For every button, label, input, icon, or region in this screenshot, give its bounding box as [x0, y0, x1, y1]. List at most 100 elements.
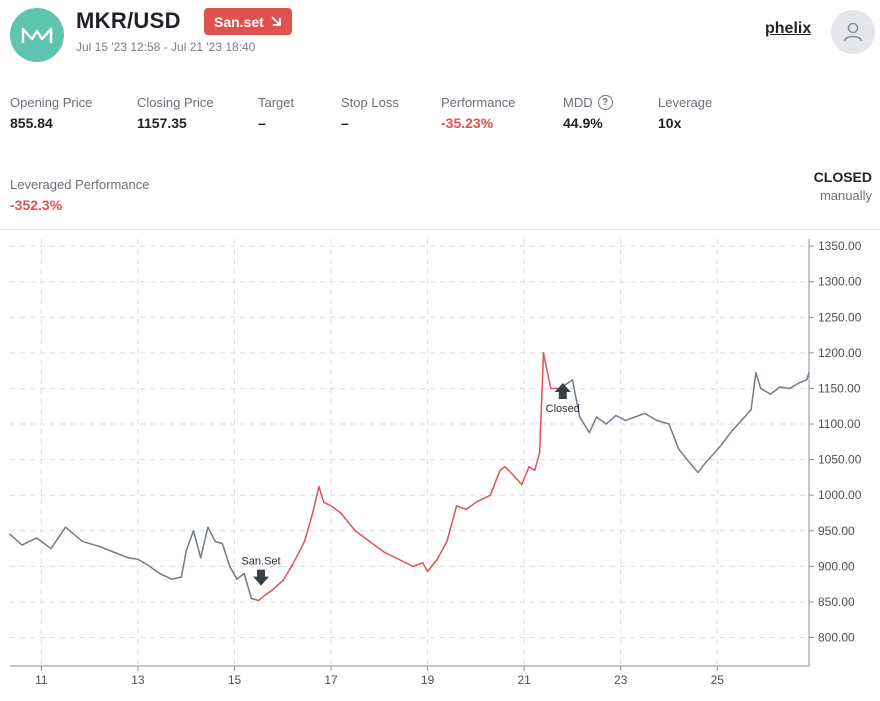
- price-segment: [98, 545, 115, 553]
- y-tick-label: 1250.00: [818, 310, 862, 324]
- price-segment: [685, 457, 694, 468]
- price-segment: [64, 526, 84, 543]
- stat-stop-loss: Stop Loss –: [341, 95, 399, 131]
- signal-badge[interactable]: San.set: [204, 8, 292, 35]
- price-segment: [692, 465, 699, 474]
- leveraged-performance: Leveraged Performance -352.3%: [10, 177, 149, 213]
- price-segment: [127, 557, 139, 560]
- x-tick-label: 25: [711, 673, 725, 687]
- user-icon[interactable]: [831, 10, 875, 54]
- maker-logo-icon: [10, 8, 64, 62]
- stat-label-row: MDD ?: [563, 95, 613, 110]
- stat-label: Performance: [441, 95, 516, 110]
- price-segment-signal: [504, 465, 513, 475]
- x-tick-label: 17: [324, 673, 338, 687]
- price-segment: [704, 451, 716, 464]
- price-segment: [236, 572, 245, 580]
- price-segment-signal: [465, 501, 477, 511]
- arrow-down-right-icon: [270, 14, 282, 30]
- stat-label: Stop Loss: [341, 95, 399, 110]
- price-chart[interactable]: 1350.00 1300.00 1250.00 1200.00 1150.00 1100.…: [0, 231, 880, 701]
- price-segment-signal: [520, 465, 530, 486]
- price-segment: [146, 564, 161, 575]
- signal-badge-label: San.set: [214, 13, 264, 30]
- price-segment-signal: [311, 485, 320, 514]
- price-segment-signal: [426, 558, 439, 573]
- price-segment: [578, 416, 591, 434]
- price-segment-signal: [269, 579, 284, 593]
- x-tick-label: 23: [614, 673, 628, 687]
- x-tick-label: 21: [517, 673, 531, 687]
- date-range: Jul 15 '23 12:58 - Jul 21 '23 18:40: [76, 40, 256, 54]
- price-segment: [207, 526, 216, 543]
- price-segment: [185, 530, 195, 552]
- price-segment: [805, 372, 810, 381]
- price-segment-signal: [422, 562, 429, 573]
- arrow-up-icon: [554, 383, 571, 400]
- signal-close-label: Closed: [546, 403, 580, 415]
- price-segment-signal: [499, 465, 506, 472]
- trade-header: MKR/USD San.set Jul 15 '23 12:58 - Jul 2…: [0, 0, 880, 70]
- price-segment: [714, 443, 723, 454]
- price-segment: [750, 372, 757, 411]
- price-segment: [250, 597, 260, 602]
- price-segment: [113, 551, 130, 559]
- price-segment: [697, 462, 706, 474]
- x-tick-label: 11: [35, 673, 48, 687]
- stat-closing-price: Closing Price 1157.35: [137, 95, 214, 131]
- price-segment-signal: [538, 352, 545, 454]
- price-segment: [158, 572, 173, 580]
- status-state: CLOSED: [813, 169, 872, 185]
- price-segment-signal: [257, 595, 265, 602]
- price-segment: [755, 372, 762, 390]
- stat-label: MDD: [563, 95, 593, 110]
- price-segment: [615, 414, 627, 422]
- price-segment: [624, 416, 636, 422]
- price-segment-signal: [330, 505, 342, 514]
- stat-value: –: [258, 115, 266, 131]
- price-segment-signal: [291, 540, 306, 566]
- y-tick-label: 950.00: [818, 524, 855, 538]
- price-segment: [243, 572, 253, 600]
- price-segment-signal: [455, 505, 467, 511]
- price-segment: [644, 412, 658, 422]
- x-tick-label: 19: [421, 673, 435, 687]
- price-segment-signal: [475, 494, 492, 504]
- stat-label: Target: [258, 95, 295, 110]
- help-icon[interactable]: ?: [597, 95, 613, 110]
- pair-title: MKR/USD: [76, 8, 181, 33]
- price-segment: [656, 419, 670, 425]
- x-tick-label: 13: [131, 673, 145, 687]
- stat-value: 1157.35: [137, 115, 187, 131]
- price-segment-signal: [318, 485, 325, 504]
- price-segment: [228, 565, 238, 580]
- price-segment: [779, 386, 791, 390]
- stat-value: 44.9%: [563, 115, 603, 131]
- price-segment-signal: [368, 540, 385, 553]
- y-tick-label: 1100.00: [818, 417, 861, 431]
- price-segment-signal: [303, 512, 314, 543]
- price-segment-signal: [354, 530, 371, 543]
- price-segment: [677, 448, 687, 459]
- y-tick-label: 1350.00: [818, 239, 862, 253]
- price-segment: [170, 576, 183, 580]
- stat-mdd: MDD ? 44.9%: [563, 95, 613, 131]
- price-segment: [721, 430, 733, 445]
- price-segment-signal: [282, 564, 294, 582]
- price-segment: [564, 379, 574, 386]
- x-tick-label: 15: [228, 673, 242, 687]
- price-segment-signal: [446, 505, 458, 543]
- y-tick-label: 900.00: [818, 559, 855, 573]
- divider: [0, 229, 880, 230]
- price-segment-signal: [534, 451, 541, 472]
- price-segment-signal: [262, 590, 272, 598]
- price-segment: [769, 386, 781, 395]
- price-segment: [798, 379, 808, 384]
- stat-label: Leverage: [658, 95, 713, 110]
- trade-status: CLOSED manually: [814, 169, 872, 203]
- price-segment: [759, 387, 772, 395]
- price-segment: [199, 526, 209, 559]
- price-segment-signal: [339, 512, 356, 532]
- price-segment: [50, 526, 67, 550]
- username-link[interactable]: phelix: [765, 20, 812, 37]
